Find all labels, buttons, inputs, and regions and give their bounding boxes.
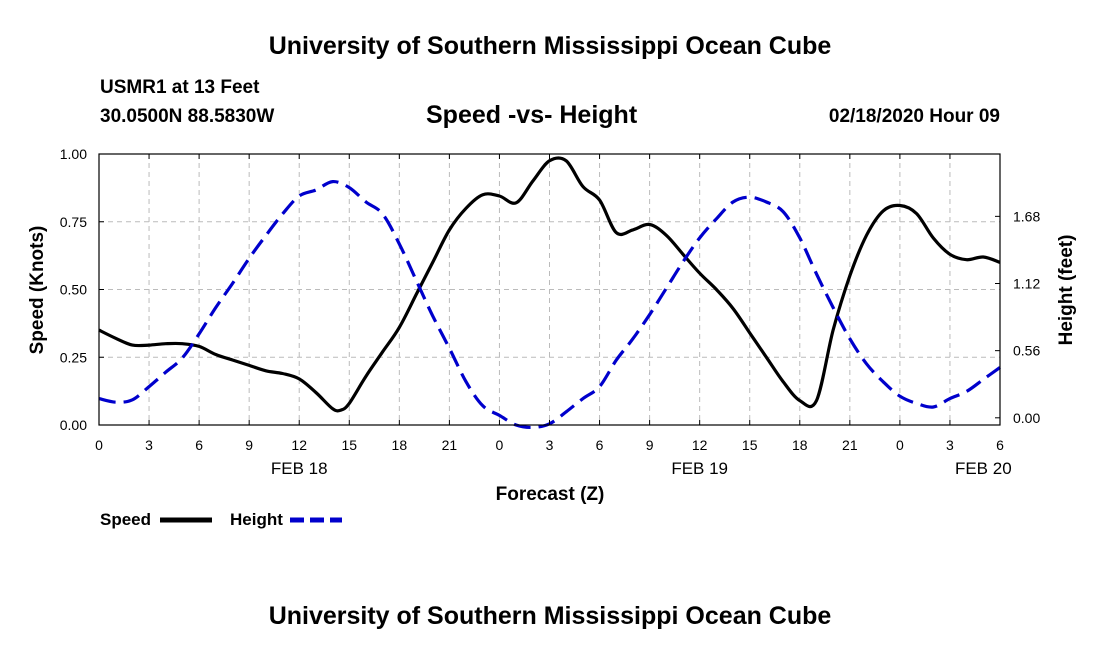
- y2-tick-label: 0.56: [1013, 343, 1040, 359]
- y2-axis-label: Height (feet): [1056, 235, 1077, 346]
- bottom-title: University of Southern Mississippi Ocean…: [268, 602, 832, 630]
- y-tick-label: 0.75: [60, 214, 87, 230]
- x-tick-label: 6: [596, 437, 604, 453]
- x-tick-label: 9: [245, 437, 253, 453]
- x-axis-label: Forecast (Z): [496, 484, 605, 505]
- legend-label-speed: Speed: [100, 510, 151, 529]
- x-tick-label: 0: [496, 437, 504, 453]
- top-title: University of Southern Mississippi Ocean…: [268, 32, 832, 60]
- y-axis-label: Speed (Knots): [27, 226, 48, 355]
- y-tick-label: 0.00: [60, 417, 87, 433]
- series-line-speed: [98, 156, 1001, 413]
- x-tick-label: 18: [392, 437, 408, 453]
- x-tick-label: 15: [742, 437, 758, 453]
- location-label: 30.0500N 88.5830W: [100, 106, 275, 127]
- x-tick-label: 6: [996, 437, 1004, 453]
- y-tick-label: 1.00: [60, 146, 87, 162]
- x-tick-label: 3: [145, 437, 153, 453]
- y2-tick-label: 1.68: [1013, 208, 1040, 224]
- date-label: FEB 20: [955, 459, 1012, 478]
- date-label: FEB 18: [271, 459, 328, 478]
- station-label: USMR1 at 13 Feet: [100, 77, 260, 98]
- y2-tick-label: 1.12: [1013, 276, 1040, 292]
- x-tick-label: 12: [692, 437, 708, 453]
- date-label: FEB 19: [671, 459, 728, 478]
- y-tick-label: 0.50: [60, 282, 87, 298]
- legend-label-height: Height: [230, 510, 283, 529]
- x-tick-label: 6: [195, 437, 203, 453]
- x-tick-label: 15: [341, 437, 357, 453]
- grid-layer: [99, 154, 1000, 425]
- x-tick-label: 9: [646, 437, 654, 453]
- x-tick-label: 0: [896, 437, 904, 453]
- x-tick-label: 18: [792, 437, 808, 453]
- x-tick-label: 21: [842, 437, 858, 453]
- y-tick-label: 0.25: [60, 349, 87, 365]
- x-tick-label: 12: [291, 437, 307, 453]
- x-tick-label: 3: [946, 437, 954, 453]
- chart-title: Speed -vs- Height: [426, 101, 638, 129]
- x-tick-label: 3: [546, 437, 554, 453]
- axis-layer: 0 3 6 9 12 15 18 21 0 3 6 9 12 15 18 21 0 3 6 0.00 0.25 0.50 0…: [60, 146, 1041, 478]
- timestamp-label: 02/18/2020 Hour 09: [828, 106, 1000, 127]
- x-tick-label: 21: [442, 437, 458, 453]
- x-tick-label: 0: [95, 437, 103, 453]
- legend: Speed Height: [100, 510, 342, 529]
- y2-tick-label: 0.00: [1013, 410, 1040, 426]
